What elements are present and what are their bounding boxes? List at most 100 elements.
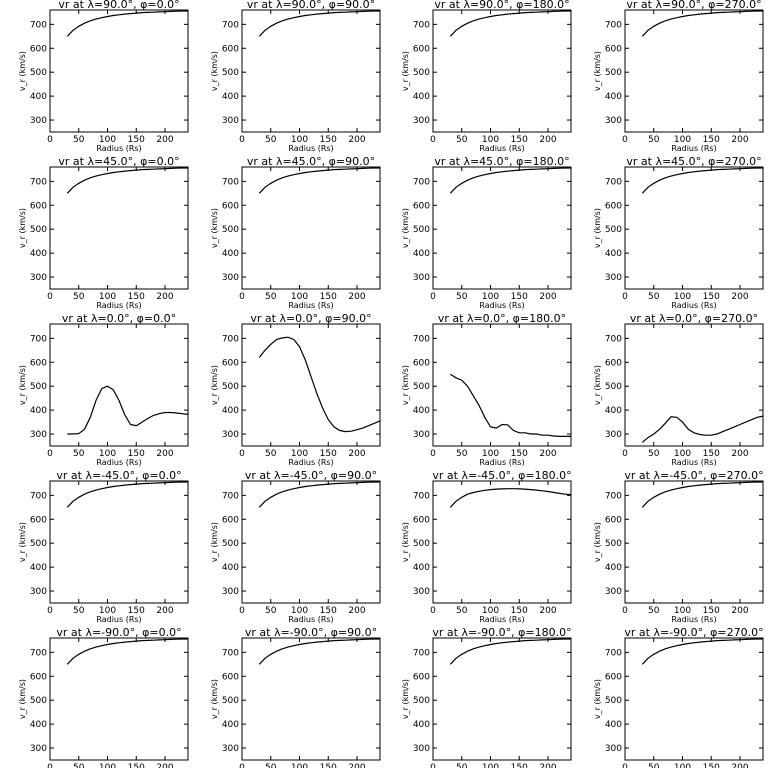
x-tick-label: 100 [291, 135, 308, 145]
subplot-title: vr at λ=45.0°, φ=270.0° [626, 155, 761, 168]
x-tick-label: 0 [47, 135, 53, 145]
x-tick-label: 50 [73, 449, 85, 459]
series-line [67, 385, 189, 435]
subplot-title: vr at λ=90.0°, φ=0.0° [58, 0, 179, 11]
series-line [449, 167, 571, 194]
x-tick-label: 150 [320, 292, 337, 302]
y-tick-label: 400 [30, 563, 47, 573]
subplot-11: vr at λ=0.0°, φ=180.0° 0 50 100 150 200 300 400… [401, 312, 572, 467]
subplot-2: vr at λ=90.0°, φ=90.0° 0 50 100 150 200 300 400… [210, 0, 381, 153]
series-line [641, 10, 763, 37]
x-tick-label: 100 [99, 606, 116, 616]
y-axis-label: v_r (km/s) [210, 51, 219, 91]
x-tick-label: 50 [456, 135, 468, 145]
y-tick-label: 500 [605, 696, 622, 706]
y-tick-label: 400 [605, 406, 622, 416]
series-line [641, 167, 763, 194]
x-tick-label: 200 [731, 135, 748, 145]
plot-frame [241, 480, 381, 604]
x-tick-label: 150 [703, 449, 720, 459]
y-axis-label: v_r (km/s) [401, 522, 410, 562]
x-tick-label: 150 [128, 606, 145, 616]
subplot-7: vr at λ=45.0°, φ=180.0° 0 50 100 150 200 300 40… [401, 155, 572, 310]
x-tick-label: 50 [648, 606, 660, 616]
x-axis-label: Radius (Rs) [288, 144, 333, 153]
series-line [449, 488, 572, 508]
x-tick-label: 200 [539, 449, 556, 459]
x-tick-label: 50 [456, 292, 468, 302]
y-tick-label: 500 [30, 225, 47, 235]
subplot-14: vr at λ=-45.0°, φ=90.0° 0 50 100 150 200 300 40… [210, 469, 381, 624]
y-tick-label: 700 [605, 334, 622, 344]
x-axis-label: Radius (Rs) [96, 458, 141, 467]
y-tick-label: 500 [30, 68, 47, 78]
y-axis-label: v_r (km/s) [593, 679, 602, 719]
x-tick-label: 0 [47, 763, 53, 768]
y-tick-label: 700 [413, 20, 430, 30]
subplot-title: vr at λ=0.0°, φ=180.0° [438, 312, 566, 325]
y-axis-label: v_r (km/s) [210, 679, 219, 719]
x-tick-label: 50 [73, 292, 85, 302]
y-tick-label: 400 [30, 249, 47, 259]
y-axis-label: v_r (km/s) [18, 208, 27, 248]
y-tick-label: 500 [413, 382, 430, 392]
x-tick-label: 150 [703, 292, 720, 302]
y-tick-label: 300 [222, 744, 239, 754]
y-tick-label: 700 [413, 648, 430, 658]
subplot-20: vr at λ=-90.0°, φ=270.0° 0 50 100 150 200 300 4… [593, 626, 764, 768]
x-tick-label: 200 [348, 763, 365, 768]
series-line [258, 638, 380, 665]
subplot-title: vr at λ=-90.0°, φ=90.0° [245, 626, 377, 639]
subplot-title: vr at λ=45.0°, φ=90.0° [247, 155, 375, 168]
series-line [449, 373, 571, 437]
x-tick-label: 0 [622, 606, 628, 616]
plot-frame [624, 323, 764, 447]
x-tick-label: 0 [622, 763, 628, 768]
x-tick-label: 200 [539, 292, 556, 302]
plot-frame [49, 323, 189, 447]
y-tick-label: 600 [30, 44, 47, 54]
x-tick-label: 100 [674, 449, 691, 459]
x-tick-label: 100 [99, 135, 116, 145]
y-tick-label: 700 [30, 20, 47, 30]
plot-frame [624, 637, 764, 761]
series-line [258, 336, 381, 433]
y-tick-label: 500 [605, 539, 622, 549]
x-tick-label: 150 [128, 292, 145, 302]
x-tick-label: 200 [156, 763, 173, 768]
y-tick-label: 500 [30, 382, 47, 392]
subplot-9: vr at λ=0.0°, φ=0.0° 0 50 100 150 200 300 400 50… [18, 312, 189, 467]
plot-frame [432, 480, 572, 604]
x-tick-label: 100 [291, 606, 308, 616]
plot-frame [241, 637, 381, 761]
x-tick-label: 200 [539, 135, 556, 145]
x-tick-label: 200 [156, 135, 173, 145]
x-axis-label: Radius (Rs) [479, 144, 524, 153]
x-tick-label: 50 [648, 292, 660, 302]
y-tick-label: 500 [222, 382, 239, 392]
y-tick-label: 300 [30, 273, 47, 283]
y-tick-label: 300 [605, 587, 622, 597]
y-tick-label: 400 [605, 92, 622, 102]
subplot-8: vr at λ=45.0°, φ=270.0° 0 50 100 150 200 300 40… [593, 155, 764, 310]
y-tick-label: 400 [413, 563, 430, 573]
y-axis-label: v_r (km/s) [593, 522, 602, 562]
x-tick-label: 50 [265, 292, 277, 302]
y-tick-label: 700 [413, 334, 430, 344]
x-tick-label: 0 [239, 763, 245, 768]
subplot-1: vr at λ=90.0°, φ=0.0° 0 50 100 150 200 300 400 5… [18, 0, 189, 153]
y-axis-label: v_r (km/s) [401, 679, 410, 719]
y-tick-label: 400 [605, 563, 622, 573]
y-tick-label: 700 [413, 491, 430, 501]
subplot-16: vr at λ=-45.0°, φ=270.0° 0 50 100 150 200 300 4… [593, 469, 764, 624]
x-axis-label: Radius (Rs) [479, 458, 524, 467]
y-axis-label: v_r (km/s) [210, 522, 219, 562]
y-tick-label: 500 [605, 68, 622, 78]
x-tick-label: 150 [320, 135, 337, 145]
x-tick-label: 50 [456, 606, 468, 616]
subplot-title: vr at λ=45.0°, φ=0.0° [58, 155, 179, 168]
y-tick-label: 300 [30, 430, 47, 440]
y-tick-label: 600 [222, 201, 239, 211]
x-tick-label: 0 [239, 606, 245, 616]
x-tick-label: 50 [73, 606, 85, 616]
